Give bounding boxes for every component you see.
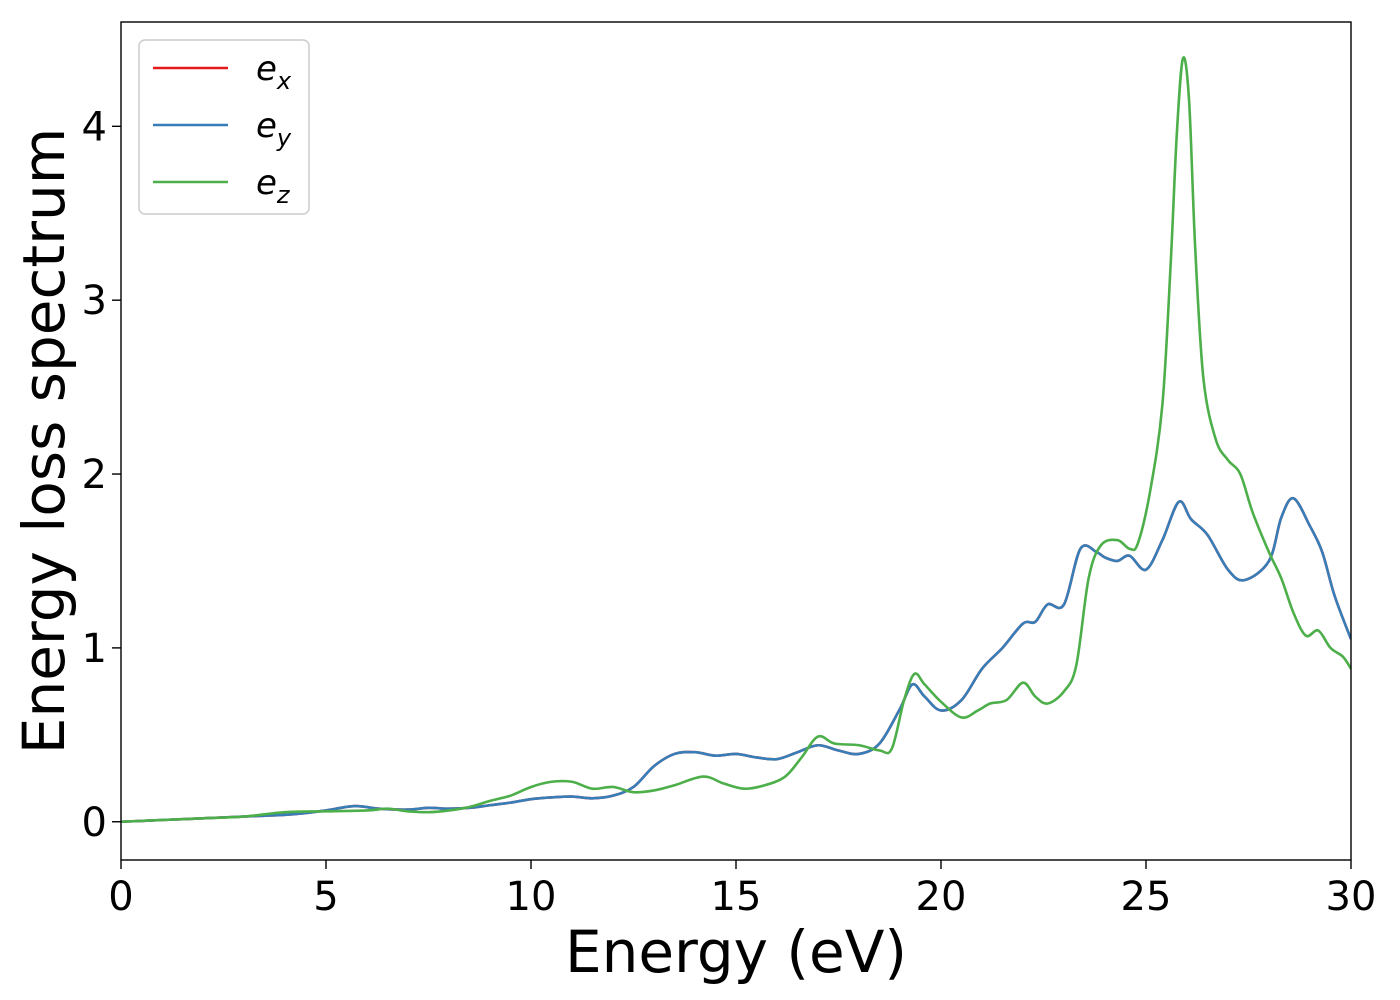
series-line-x: [121, 497, 1351, 824]
x-tick-label: 10: [506, 874, 557, 920]
x-tick-label: 5: [313, 874, 338, 920]
legend-items: ex ey ez: [153, 49, 292, 209]
series-line-z: [121, 56, 1351, 824]
legend-label-y: ey: [256, 106, 292, 152]
legend: ex ey ez: [138, 39, 310, 215]
legend-label-x: ex: [256, 49, 292, 95]
x-tick-label: 15: [711, 874, 762, 920]
legend-box: [138, 39, 310, 215]
y-tick-label: 3: [82, 278, 107, 324]
x-axis-ticks: 0 5 10 15 20 25 30: [108, 860, 1376, 920]
legend-label-z: ez: [256, 163, 291, 209]
x-tick-label: 30: [1326, 874, 1377, 920]
x-tick-label: 0: [108, 874, 133, 920]
series-line-y: [121, 497, 1351, 824]
y-tick-label: 1: [82, 626, 107, 672]
y-tick-label: 2: [82, 452, 107, 498]
y-axis-ticks: 0 1 2 3 4: [82, 104, 121, 846]
y-axis-label: Energy loss spectrum: [10, 128, 78, 754]
x-tick-label: 20: [916, 874, 967, 920]
x-axis-label: Energy (eV): [565, 918, 907, 986]
series-layer: [121, 56, 1351, 824]
y-tick-label: 4: [82, 104, 107, 150]
y-tick-label: 0: [82, 800, 107, 846]
x-tick-label: 25: [1121, 874, 1172, 920]
